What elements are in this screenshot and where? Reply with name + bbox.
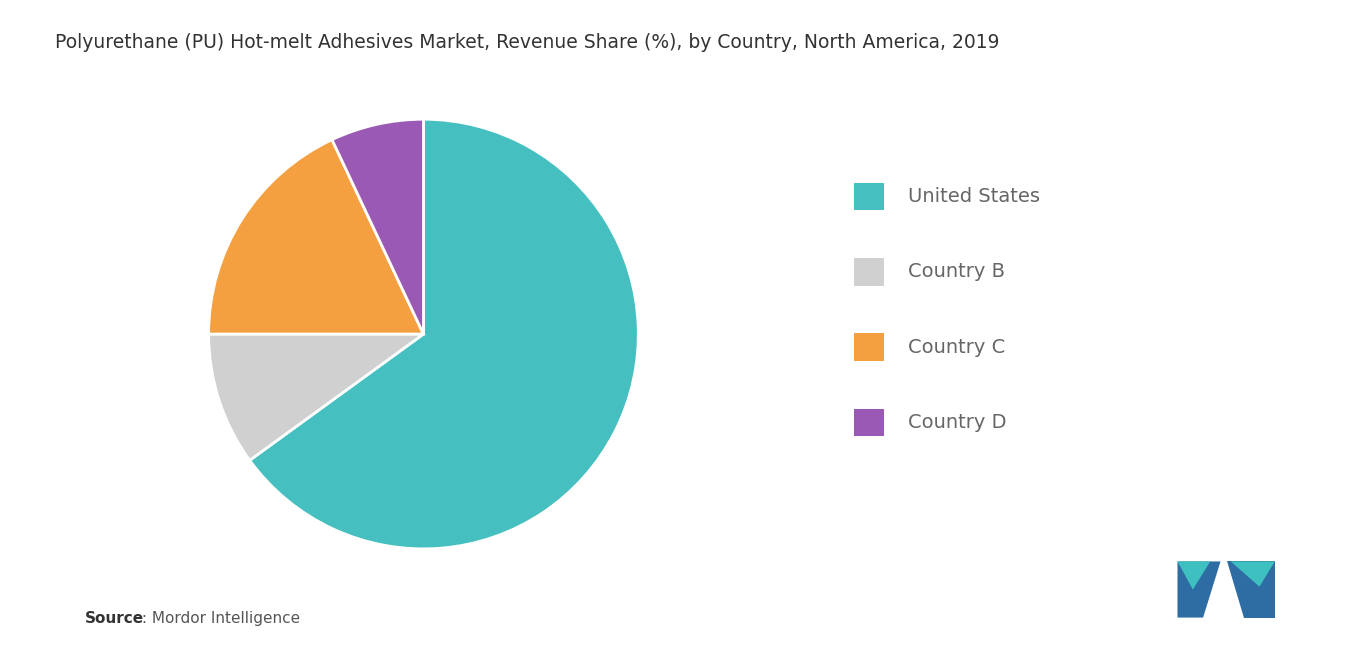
Text: Country D: Country D (908, 413, 1007, 432)
Text: Country B: Country B (908, 262, 1005, 282)
Wedge shape (332, 119, 423, 334)
Wedge shape (209, 334, 423, 460)
Text: Source: Source (85, 612, 143, 626)
Text: United States: United States (908, 187, 1041, 206)
Wedge shape (209, 140, 423, 334)
Polygon shape (1177, 561, 1221, 618)
Polygon shape (1177, 561, 1210, 590)
Text: : Mordor Intelligence: : Mordor Intelligence (137, 612, 299, 626)
Polygon shape (1227, 561, 1274, 618)
Wedge shape (250, 119, 638, 549)
Text: Polyurethane (PU) Hot-melt Adhesives Market, Revenue Share (%), by Country, Nort: Polyurethane (PU) Hot-melt Adhesives Mar… (55, 33, 999, 52)
Polygon shape (1231, 561, 1274, 587)
Text: Country C: Country C (908, 337, 1005, 357)
